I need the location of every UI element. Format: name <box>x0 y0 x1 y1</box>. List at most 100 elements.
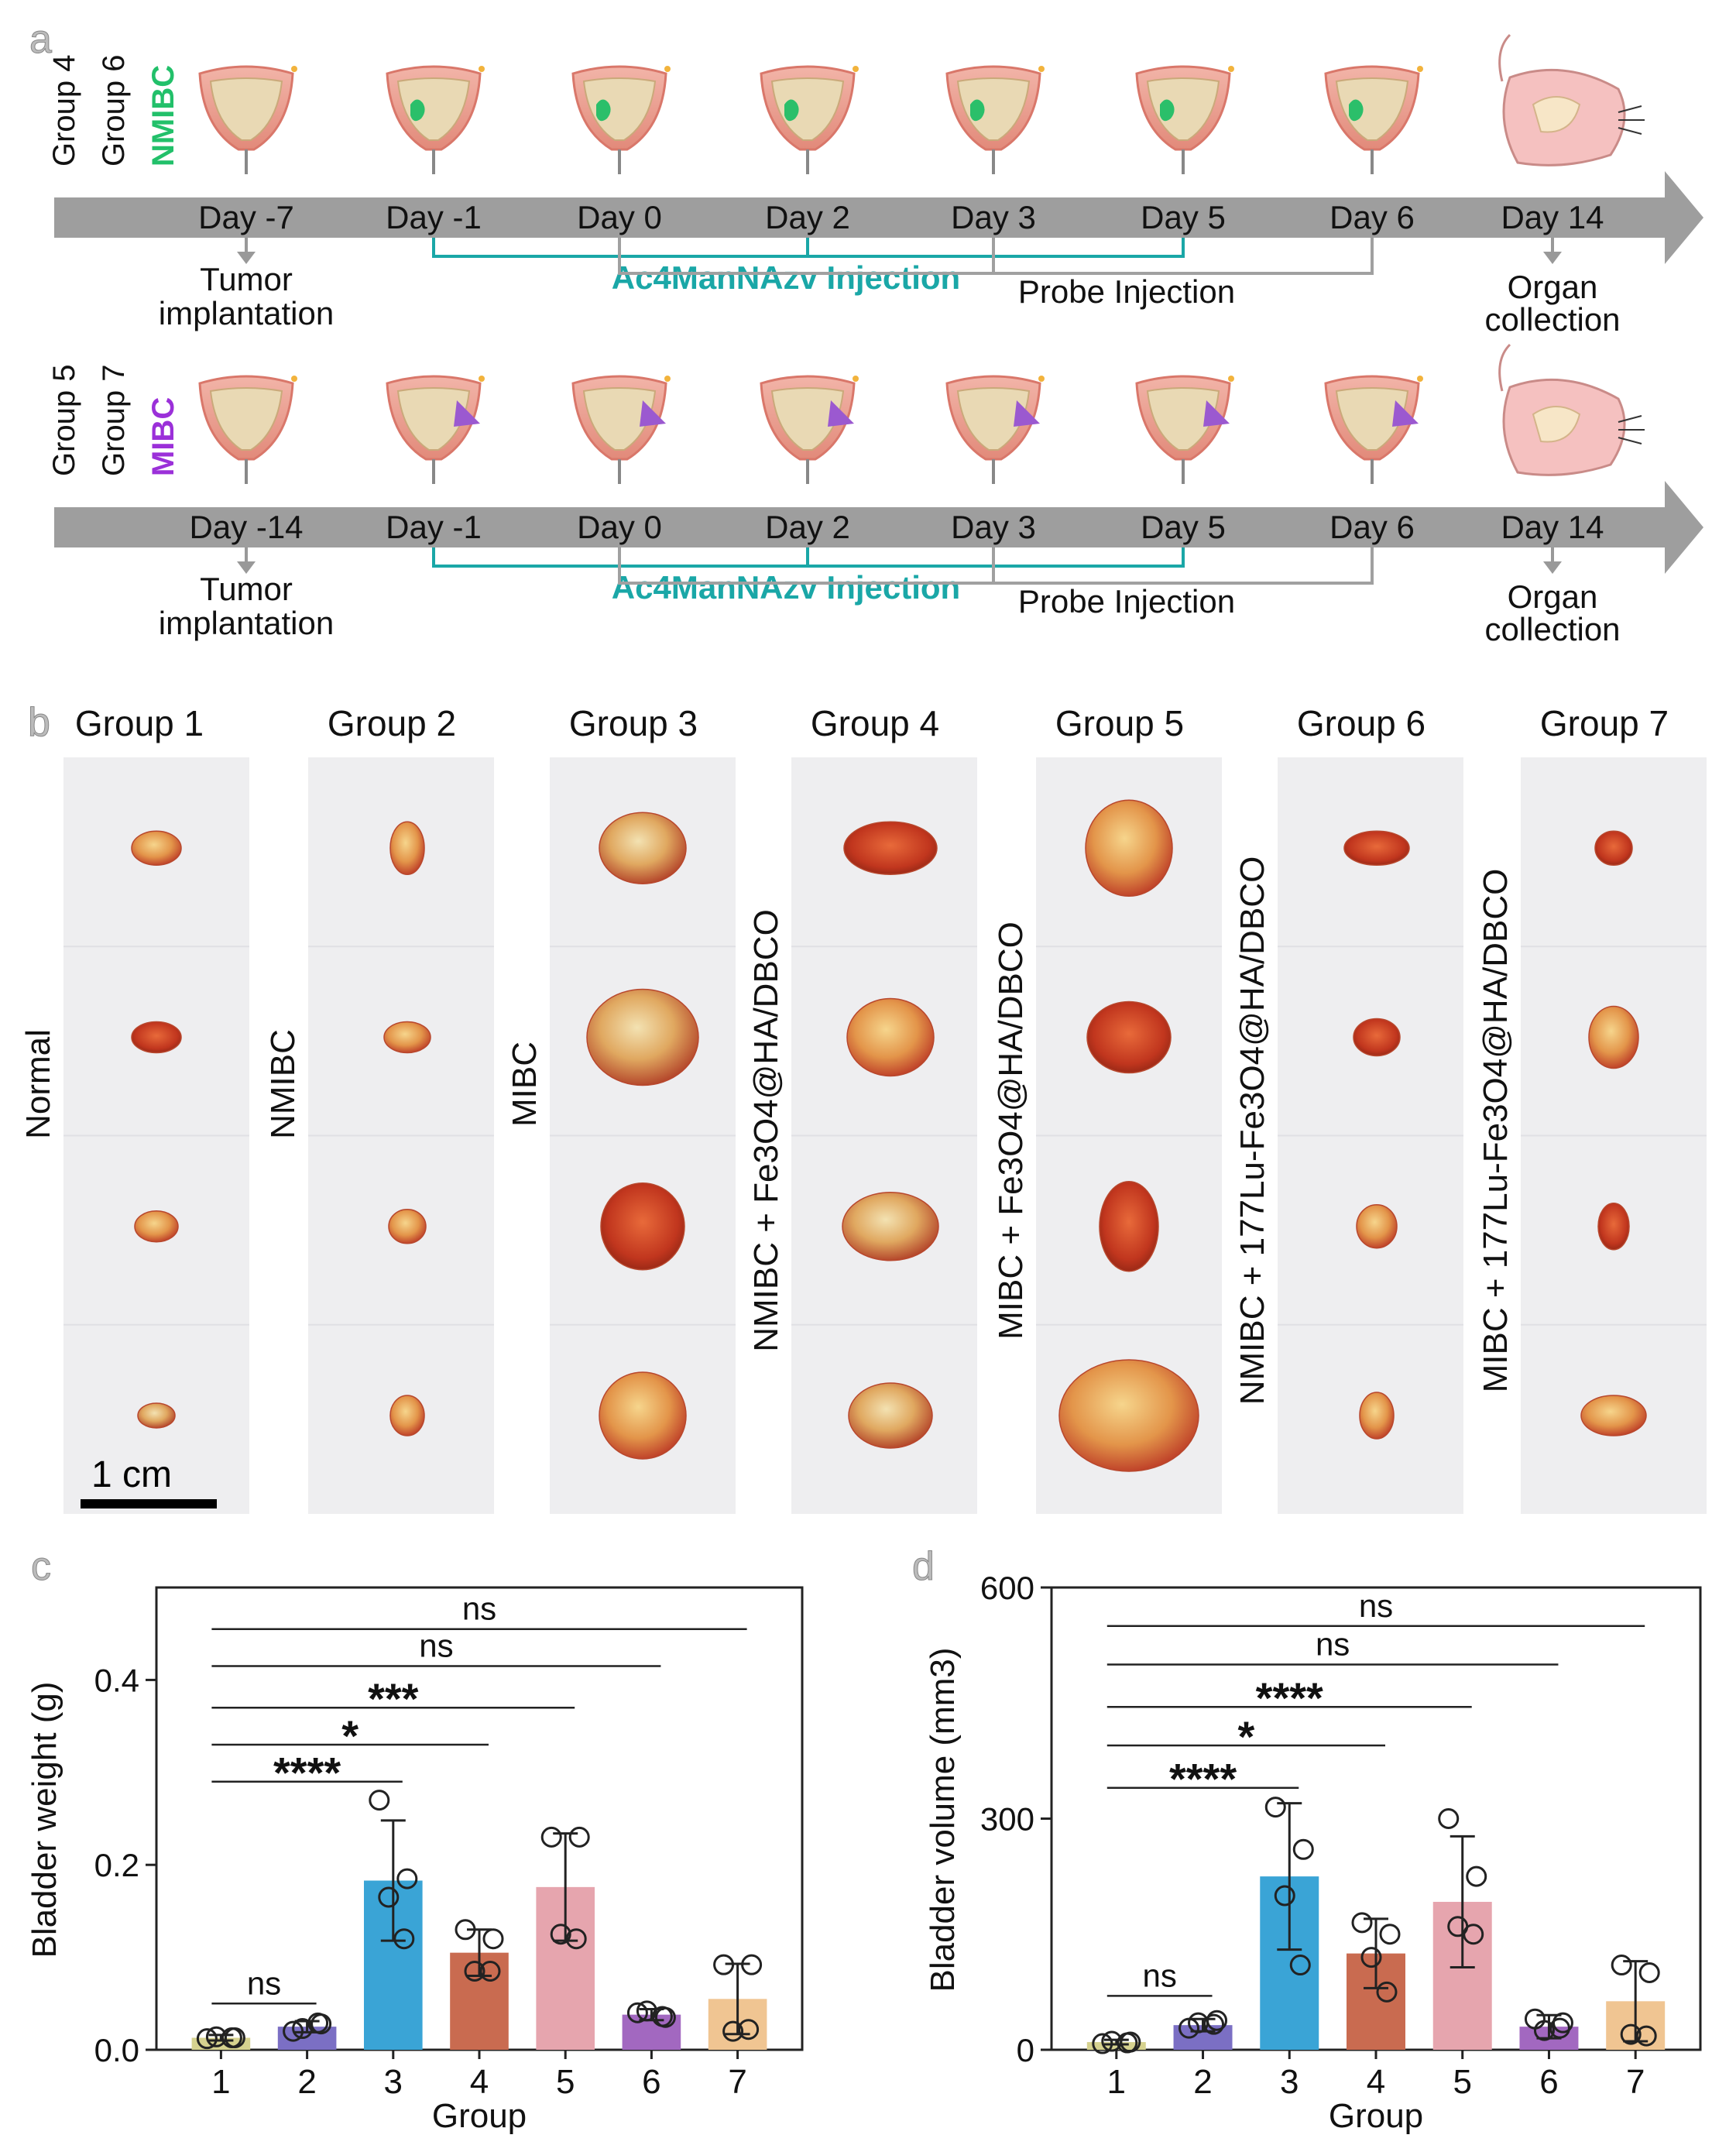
tissue-sample <box>1597 1202 1630 1251</box>
ureter-dot <box>291 66 297 72</box>
significance-label: **** <box>1256 1673 1323 1722</box>
scale-bar <box>81 1499 217 1508</box>
x-tick-label: 2 <box>297 2063 316 2101</box>
panel-b-label: b <box>28 700 50 745</box>
data-point <box>221 2027 242 2048</box>
data-point <box>455 1919 476 1941</box>
data-point <box>196 2028 218 2050</box>
day-label: Day 14 <box>1501 199 1604 235</box>
tissue-sample <box>137 1402 176 1429</box>
data-point <box>307 2012 329 2034</box>
tissue-sample <box>1086 1000 1172 1074</box>
tissue-sample <box>1343 830 1410 866</box>
ureter-dot <box>1417 376 1423 382</box>
group-label: Group 4 <box>47 54 81 166</box>
significance-label: ns <box>1142 1957 1176 1993</box>
tissue-sample <box>131 830 182 866</box>
bladder-icon <box>386 375 485 484</box>
ureter-dot <box>1417 66 1423 72</box>
bladder-icon <box>760 375 859 484</box>
x-tick-label: 2 <box>1193 2063 1212 2101</box>
significance-label: **** <box>1169 1755 1237 1804</box>
ureter-dot <box>1228 376 1234 382</box>
data-point <box>651 2006 673 2027</box>
tumor-mark <box>970 99 985 122</box>
bladder-icon <box>1135 65 1234 174</box>
day-label: Day 2 <box>765 509 850 545</box>
bladder-lumen-shape <box>956 77 1031 141</box>
tissue-sample <box>599 812 687 884</box>
panel-a-label: a <box>29 17 52 62</box>
bladder-lumen-shape <box>582 387 657 451</box>
condition-label: MIBC + Fe3O4@HA/DBCO <box>992 922 1030 1340</box>
bladder-lumen-shape <box>770 387 845 451</box>
data-point <box>369 1790 390 1811</box>
data-point <box>283 2020 304 2042</box>
tissue-sample <box>1099 1180 1159 1272</box>
data-point <box>1351 1912 1373 1934</box>
significance-label: * <box>1238 1712 1255 1761</box>
mouse-whiskers <box>1618 415 1645 444</box>
bladder-lumen-shape <box>1335 387 1409 451</box>
day-label: Day -1 <box>386 199 482 235</box>
tissue-sample <box>1594 830 1633 866</box>
bladder-icon <box>198 65 297 174</box>
organ-arrowhead <box>1543 561 1562 574</box>
tumor-mark <box>1203 400 1230 427</box>
data-point <box>741 1954 763 1975</box>
day-label: Day 6 <box>1329 199 1415 235</box>
significance-label: ns <box>462 1591 496 1627</box>
mouse-tail <box>1498 33 1511 82</box>
tissue-sample <box>131 1021 182 1054</box>
tumor-arrowhead <box>237 252 256 264</box>
bladder-lumen-shape <box>1335 77 1409 141</box>
condition-label: NMIBC <box>264 1029 302 1139</box>
data-point <box>1203 2013 1225 2035</box>
day-label: Day -1 <box>386 509 482 545</box>
x-tick-label: 3 <box>384 2063 403 2101</box>
tissue-photo-grid: Group 1 Normal Group 2 NMIBC Group 3 MIBC Grou… <box>19 703 1707 1514</box>
tumor-label: Tumor <box>200 571 293 607</box>
panel-letter: c <box>31 1544 51 1589</box>
y-tick-label: 0.4 <box>94 1662 139 1698</box>
mouse-icon <box>1498 343 1645 476</box>
condition-label: NMIBC + Fe3O4@HA/DBCO <box>747 909 785 1352</box>
ureter-dot <box>664 376 671 382</box>
data-point <box>1264 1797 1286 1818</box>
tumor-mark <box>454 400 480 427</box>
data-point <box>1620 2023 1642 2045</box>
data-point <box>1638 1962 1660 1983</box>
bladder-icon <box>1324 65 1423 174</box>
bladder-lumen-shape <box>209 387 283 451</box>
tumor-label: implantation <box>159 605 334 641</box>
x-tick-label: 7 <box>728 2063 746 2101</box>
ureter-dot <box>479 66 485 72</box>
bladder-icon <box>945 375 1045 484</box>
tissue-sample <box>389 821 425 875</box>
ureter-dot <box>1038 376 1045 382</box>
tissue-sample <box>1356 1203 1398 1249</box>
mouse-organ-shape <box>1532 96 1581 133</box>
data-point <box>568 1826 590 1848</box>
tissue-sample <box>1353 1018 1401 1057</box>
tissue-sample <box>388 1208 427 1244</box>
mouse-icon <box>1498 33 1645 166</box>
bladder-icon <box>1135 375 1234 484</box>
x-tick-label: 6 <box>642 2063 660 2101</box>
data-point <box>464 1961 485 1982</box>
panel-letter: d <box>912 1544 935 1589</box>
data-point <box>1463 1924 1484 1945</box>
injection-bracket <box>432 547 1185 568</box>
day-label: Day 3 <box>951 199 1036 235</box>
tissue-sample <box>1588 1005 1639 1069</box>
group-label: Group 5 <box>47 364 81 476</box>
injection-bracket <box>432 238 1185 258</box>
chart-bladder-weight: c0.00.20.41 2 3 4 5 6 7ns********nsnsGroupBlad… <box>26 1544 804 2135</box>
day-label: Day 14 <box>1501 509 1604 545</box>
timeline-nmibc: Group 4 Group 6 NMIBC Day -7 Day -1 Day 0 Day … <box>47 33 1703 338</box>
y-tick-label: 300 <box>980 1801 1034 1838</box>
data-point <box>1376 1981 1398 2003</box>
data-point <box>550 1924 571 1945</box>
